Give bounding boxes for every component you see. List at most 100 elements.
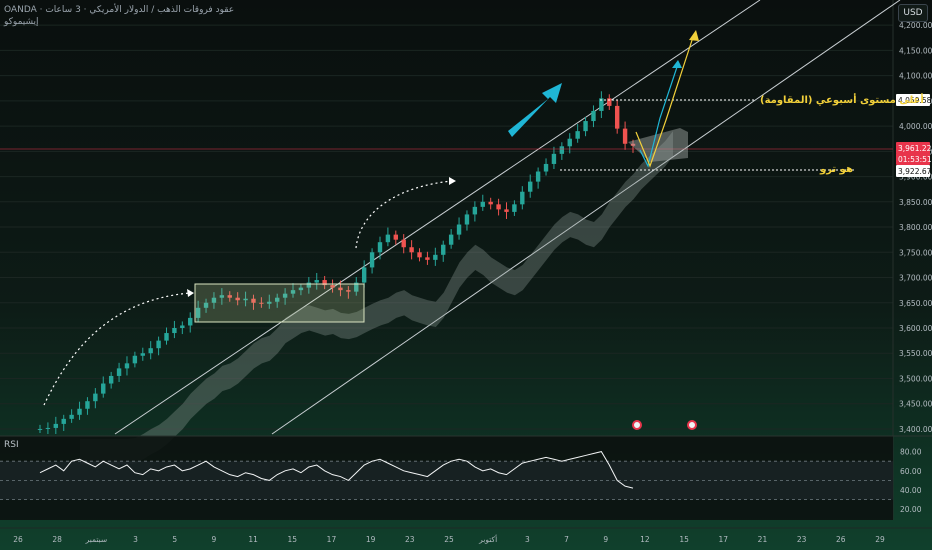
price-tick-label: 3,450.000 [899, 400, 932, 409]
current-price-tag [896, 142, 930, 154]
candle-body [148, 348, 153, 354]
candle-body [614, 105, 620, 129]
candle-body [227, 295, 232, 298]
time-tick-label: 23 [405, 535, 415, 544]
price-tick-label: 3,900.000 [899, 173, 932, 182]
candle-body [188, 317, 193, 326]
candle-body [45, 427, 51, 429]
rsi-label: RSI [4, 440, 19, 450]
price-tick-label: 3,800.000 [899, 223, 932, 232]
candle-body [496, 204, 501, 210]
candle-body [132, 355, 138, 364]
candle-body [53, 423, 59, 428]
channel-upper-line [114, 0, 761, 435]
candle-body [203, 302, 209, 308]
rsi-tick-label: 40.00 [900, 486, 922, 495]
candle-body [156, 340, 161, 349]
candle-body [108, 375, 114, 384]
candle-body [282, 293, 288, 298]
candle-body [512, 204, 517, 212]
candle-body [180, 325, 185, 328]
countdown-tag [896, 153, 930, 165]
candle-body [528, 181, 533, 192]
candle-body [259, 302, 264, 304]
candle-body [101, 383, 106, 394]
candle-body [275, 297, 280, 302]
candle-body [267, 301, 272, 304]
candle-body [456, 224, 462, 235]
candle-body [575, 131, 580, 139]
event-flag-icon[interactable] [632, 420, 642, 430]
time-tick-label: 15 [287, 535, 297, 544]
weekly-high-annotation[interactable]: أعلى مستوى أسبوعي (المقاومة) [760, 95, 924, 106]
countdown-tag-text: 01:53:51 [898, 155, 932, 164]
time-tick-label: 12 [640, 535, 650, 544]
candle-body [346, 290, 351, 292]
candle-body [433, 254, 438, 260]
forecast-shaded-zone [628, 128, 688, 162]
dotted-curve-arrow [355, 180, 453, 249]
candle-body [164, 333, 169, 341]
candle-body [488, 201, 493, 205]
time-tick-label: 26 [13, 535, 23, 544]
consolidation-box [194, 283, 365, 323]
candle-body [543, 163, 549, 172]
support-annotation[interactable]: هو ترو [820, 164, 853, 175]
time-tick-label: 9 [603, 535, 608, 544]
candle-body [630, 143, 636, 146]
price-tick-label: 3,650.000 [899, 299, 932, 308]
time-tick-label: 19 [366, 535, 376, 544]
candle-body [385, 234, 391, 243]
candle-body [290, 290, 296, 294]
channel-lower-line [271, 0, 901, 435]
price-tick-label: 3,700.000 [899, 274, 932, 283]
candle-body [298, 287, 304, 291]
ichimoku-cloud [80, 131, 673, 465]
price-tick-label: 3,400.000 [899, 425, 932, 434]
candle-body [338, 287, 343, 291]
time-tick-label: أكتوبر [478, 534, 497, 544]
rsi-pane [0, 436, 893, 520]
price-tick-label: 3,600.000 [899, 324, 932, 333]
undefined-text: 4,059.589 [898, 96, 932, 105]
projection-yellow-path [635, 33, 695, 168]
candle-body [393, 234, 398, 240]
candle-body [567, 138, 572, 147]
candle-body [504, 209, 509, 212]
candle-body [85, 401, 90, 409]
candle-body [235, 297, 240, 301]
candle-body [172, 328, 177, 334]
symbol-title[interactable]: OANDA · عقود فروقات الذهب / الدولار الأم… [4, 5, 235, 15]
event-flag-icon[interactable] [687, 420, 697, 430]
candle-body [361, 267, 367, 283]
candle-body [306, 282, 312, 288]
candle-body [354, 282, 359, 292]
time-tick-label: 3 [525, 535, 530, 544]
time-tick-label: 23 [797, 535, 807, 544]
time-tick-label: 25 [444, 535, 454, 544]
candle-body [559, 146, 565, 154]
time-tick-label: 11 [248, 535, 258, 544]
time-tick-label: 21 [758, 535, 768, 544]
rsi-tick-label: 60.00 [900, 467, 922, 476]
candle-body [441, 244, 446, 255]
candle-body [409, 247, 414, 253]
dotted-curve-arrow [43, 292, 191, 406]
rsi-tick-label: 20.00 [900, 505, 922, 514]
candle-body [116, 368, 122, 376]
time-tick-label: 17 [327, 535, 337, 544]
price-tick-label: 4,100.000 [899, 72, 932, 81]
support-tag-text: 3,922.675 [898, 167, 932, 176]
time-tick-label: 15 [679, 535, 689, 544]
candle-body [219, 295, 225, 298]
dotted-curve-arrowhead [449, 177, 456, 185]
currency-button[interactable]: USD [898, 4, 928, 22]
candle-body [195, 307, 201, 318]
candle-body [425, 257, 430, 260]
indicator-label[interactable]: إيشيموكو [4, 17, 39, 27]
candle-body [599, 98, 604, 111]
price-tick-label: 3,500.000 [899, 374, 932, 383]
time-tick-label: 17 [718, 535, 728, 544]
